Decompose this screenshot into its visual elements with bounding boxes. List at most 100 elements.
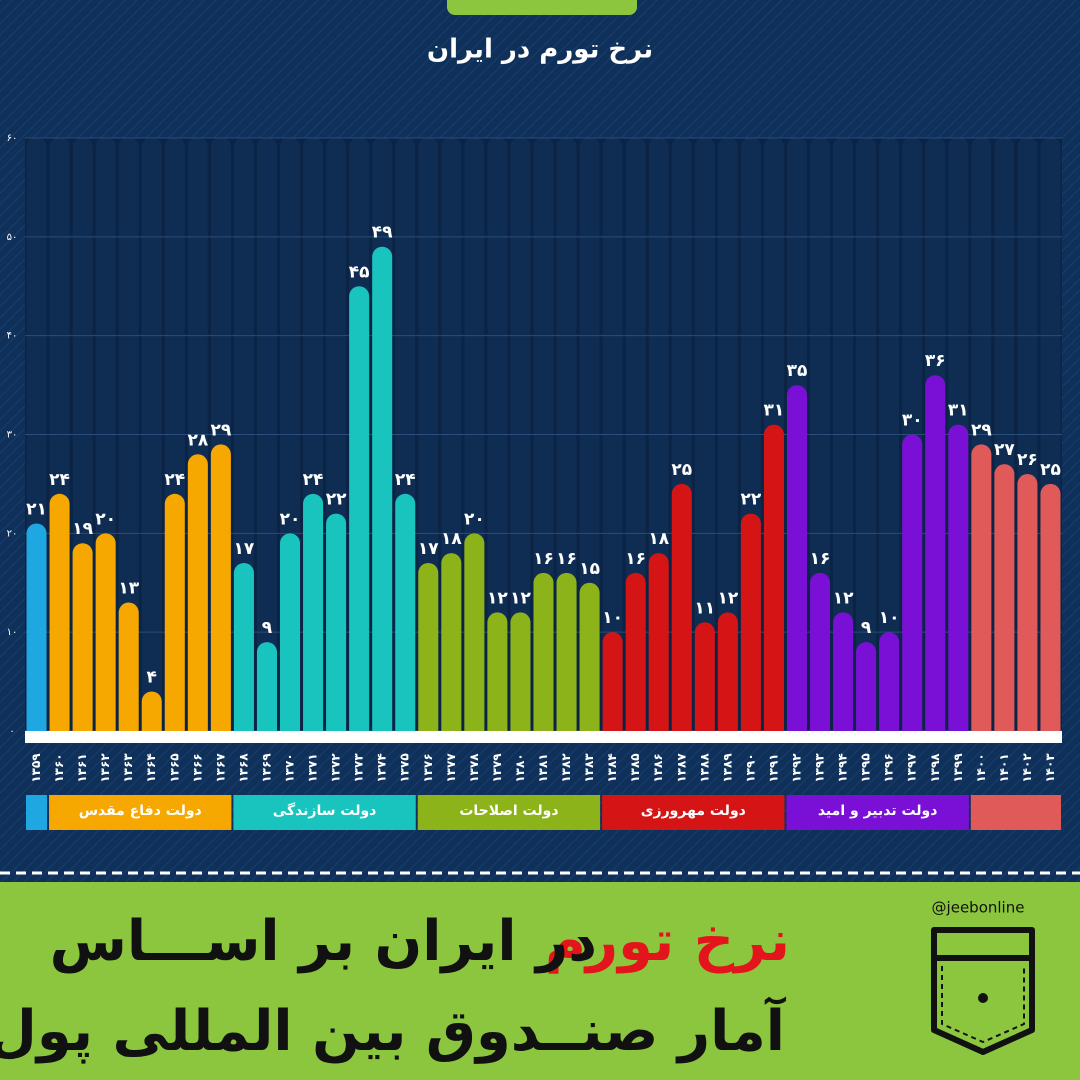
- value-label: ۲۱: [26, 499, 47, 519]
- top-tab: [447, 0, 637, 15]
- bar: [925, 375, 946, 737]
- banner-line1: در ایران بر اســـاس: [50, 909, 597, 974]
- x-tick-label: ۱۳۹۰: [743, 753, 757, 782]
- bar: [1040, 483, 1061, 737]
- x-tick-label: ۱۴۰۳: [1043, 753, 1057, 783]
- era-label: دولت دفاع مقدس: [79, 803, 202, 819]
- value-label: ۱۰: [879, 608, 900, 628]
- value-label: ۱۵: [579, 559, 600, 579]
- value-label: ۱۶: [810, 549, 831, 569]
- value-label: ۴۵: [349, 262, 370, 282]
- bar: [810, 572, 831, 737]
- era-band: [786, 795, 969, 830]
- y-tick-label: ۰: [9, 726, 14, 737]
- chart-title: نرخ تورم در ایران: [427, 35, 653, 65]
- banner-highlight: نرخ تورم: [545, 909, 790, 974]
- bar: [349, 286, 370, 737]
- x-tick-label: ۱۴۰۰: [974, 753, 988, 782]
- value-label: ۲۰: [280, 509, 301, 529]
- x-tick-label: ۱۳۹۵: [859, 753, 873, 782]
- y-tick-label: ۲۰: [7, 528, 18, 539]
- bar: [879, 632, 900, 737]
- x-tick-label: ۱۳۷۳: [352, 753, 366, 783]
- value-label: ۲۴: [164, 470, 185, 490]
- x-tick-label: ۱۳۶۰: [52, 753, 66, 782]
- x-tick-label: ۱۳۸۳: [582, 753, 596, 783]
- bar: [717, 612, 738, 737]
- value-label: ۲۰: [464, 509, 485, 529]
- value-label: ۱۹: [72, 519, 93, 539]
- value-label: ۱۲: [487, 588, 508, 608]
- value-label: ۳۶: [925, 351, 946, 371]
- bar: [533, 572, 554, 737]
- x-tick-label: ۱۳۶۲: [98, 753, 112, 783]
- value-label: ۹: [262, 618, 273, 638]
- era-band: [26, 795, 48, 830]
- y-tick-label: ۶۰: [7, 133, 18, 144]
- value-label: ۱۶: [625, 549, 646, 569]
- bar: [118, 602, 139, 737]
- x-tick-label: ۱۳۷۸: [467, 753, 481, 783]
- bar: [902, 434, 923, 737]
- x-tick-label: ۱۳۸۴: [605, 753, 619, 782]
- x-tick-label: ۱۳۹۹: [951, 753, 965, 783]
- era-band: [49, 795, 232, 830]
- banner-line2: آمار صنــدوق بین المللی پول: [0, 996, 787, 1064]
- x-tick-label: ۱۳۶۵: [167, 753, 181, 782]
- x-tick-label: ۱۳۸۰: [513, 753, 527, 782]
- x-tick-label: ۱۳۷۷: [444, 753, 458, 783]
- bar: [372, 246, 393, 737]
- x-tick-label: ۱۳۹۸: [928, 753, 942, 783]
- era-label: دولت سازندگی: [273, 802, 377, 819]
- x-tick-label: ۱۳۹۲: [789, 753, 803, 783]
- x-tick-label: ۱۳۶۳: [121, 753, 135, 783]
- value-label: ۲۵: [671, 460, 692, 480]
- value-label: ۳۱: [948, 401, 969, 421]
- bar: [786, 385, 808, 737]
- bar: [671, 483, 692, 737]
- value-label: ۲۴: [395, 470, 416, 490]
- bar: [625, 572, 646, 737]
- baseline-strip: [25, 731, 1062, 743]
- bar: [971, 444, 992, 737]
- era-band: [970, 795, 1061, 830]
- value-label: ۲۸: [187, 430, 208, 450]
- bar: [694, 622, 715, 737]
- x-tick-label: ۱۳۸۸: [697, 753, 711, 783]
- x-tick-label: ۱۳۶۸: [236, 753, 250, 783]
- bar: [256, 642, 277, 737]
- x-tick-label: ۱۴۰۱: [997, 753, 1011, 782]
- value-label: ۲۵: [1040, 460, 1061, 480]
- value-label: ۱۸: [648, 529, 669, 549]
- value-label: ۲۴: [49, 470, 70, 490]
- era-label: دولت مهرورزی: [641, 803, 746, 819]
- bar: [164, 493, 185, 737]
- x-tick-label: ۱۳۸۷: [674, 753, 688, 783]
- value-label: ۲۹: [210, 420, 231, 440]
- value-label: ۲۲: [741, 490, 762, 510]
- bar: [487, 612, 508, 737]
- value-label: ۱۲: [717, 588, 738, 608]
- era-label: دولت تدبیر و امید: [818, 803, 938, 819]
- value-label: ۳۰: [902, 411, 923, 431]
- bar: [326, 513, 347, 737]
- bar: [95, 533, 116, 737]
- x-tick-label: ۱۳۹۷: [905, 753, 919, 783]
- bar: [187, 454, 208, 737]
- value-label: ۲۶: [1017, 450, 1038, 470]
- value-label: ۱۷: [234, 539, 255, 559]
- y-tick-label: ۵۰: [7, 232, 18, 243]
- value-label: ۴: [147, 667, 157, 687]
- value-label: ۳۵: [787, 361, 808, 381]
- x-tick-label: ۱۳۷۱: [306, 753, 320, 782]
- bar: [49, 493, 70, 737]
- era-label: دولت اصلاحات: [459, 803, 558, 819]
- bar: [1017, 474, 1038, 737]
- y-tick-label: ۱۰: [7, 627, 18, 638]
- x-tick-label: ۱۳۷۴: [375, 753, 389, 782]
- y-tick-label: ۳۰: [7, 430, 18, 441]
- x-tick-label: ۱۳۵۹: [29, 753, 43, 783]
- bar: [464, 533, 485, 737]
- x-tick-label: ۱۳۷۵: [398, 753, 412, 782]
